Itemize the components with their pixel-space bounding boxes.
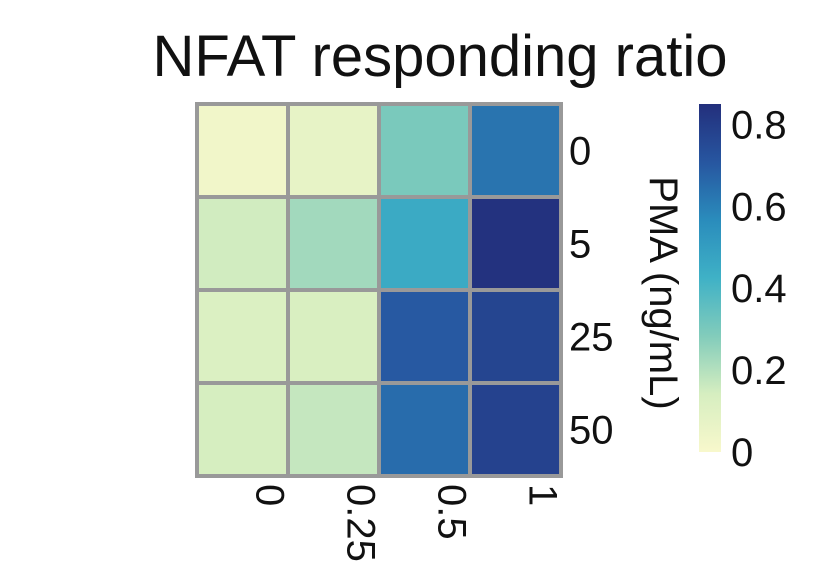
colorbar: 0 0.2 0.4 0.6 0.8 bbox=[699, 103, 787, 475]
colorbar-tick-label: 0.2 bbox=[731, 349, 787, 393]
heatmap-cell-r1-c1 bbox=[286, 195, 381, 292]
chart-title: NFAT responding ratio bbox=[153, 24, 728, 89]
x-tick-label: 0.25 bbox=[339, 484, 383, 562]
heatmap-cell-r2-c1 bbox=[286, 288, 381, 385]
heatmap-cell-r2-c0 bbox=[195, 288, 290, 385]
colorbar-tick-label: 0.6 bbox=[731, 185, 787, 229]
colorbar-gradient bbox=[699, 104, 721, 452]
y-tick-label: 50 bbox=[569, 409, 614, 453]
heatmap-cell-r2-c3 bbox=[468, 288, 563, 385]
heatmap-cell-r0-c2 bbox=[377, 102, 472, 199]
heatmap-cell-r3-c2 bbox=[377, 381, 472, 478]
colorbar-tick-label: 0 bbox=[731, 431, 753, 475]
y-tick-label: 5 bbox=[569, 223, 591, 267]
heatmap-cell-r0-c1 bbox=[286, 102, 381, 199]
heatmap-cell-r2-c2 bbox=[377, 288, 472, 385]
colorbar-tick-label: 0.4 bbox=[731, 267, 787, 311]
heatmap-cell-r3-c0 bbox=[195, 381, 290, 478]
heatmap-cell-r0-c3 bbox=[468, 102, 563, 199]
y-tick-label: 25 bbox=[569, 316, 614, 360]
x-tick-label: 1 bbox=[521, 484, 565, 506]
x-tick-labels: 0 0.25 0.5 1 bbox=[248, 484, 565, 562]
y-axis-label: PMA (ng/mL) bbox=[641, 176, 685, 409]
x-tick-label: 0.5 bbox=[430, 484, 474, 540]
heatmap-cell-r0-c0 bbox=[195, 102, 290, 199]
x-tick-label: 0 bbox=[248, 484, 292, 506]
y-tick-label: 0 bbox=[569, 130, 591, 174]
colorbar-tick-label: 0.8 bbox=[731, 103, 787, 147]
heatmap-cells bbox=[195, 102, 563, 478]
heatmap-cell-r3-c3 bbox=[468, 381, 563, 478]
heatmap-cell-r1-c2 bbox=[377, 195, 472, 292]
heatmap-cell-r1-c0 bbox=[195, 195, 290, 292]
y-tick-labels: 0 5 25 50 bbox=[569, 130, 614, 453]
heatmap-cell-r1-c3 bbox=[468, 195, 563, 292]
heatmap-cell-r3-c1 bbox=[286, 381, 381, 478]
